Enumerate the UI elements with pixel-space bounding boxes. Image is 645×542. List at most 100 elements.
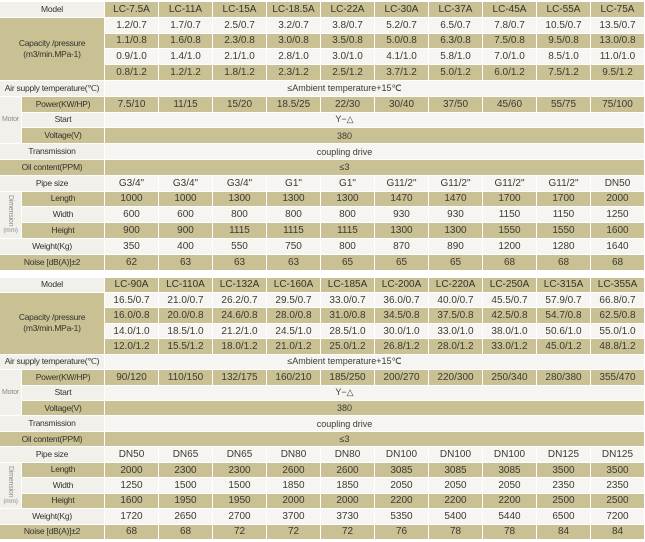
spec-cell: G3/4": [213, 175, 267, 192]
spec-cell: 5.0/1.2: [429, 65, 483, 81]
spec-cell: 78: [429, 524, 483, 540]
spec-cell: 6500: [537, 509, 591, 525]
spec-cell: 2050: [375, 478, 429, 494]
row-label: Height: [22, 223, 105, 239]
spec-cell: 1300: [213, 191, 267, 208]
row-label-text: Height: [51, 495, 75, 506]
spec-cell: 3500: [537, 462, 591, 479]
spec-cell: 76: [375, 524, 429, 540]
spec-cell: 68: [591, 254, 645, 271]
spec-cell: 38.0/1.0: [483, 323, 537, 340]
spec-cell: 68: [105, 524, 159, 540]
spec-cell: 1300: [267, 191, 321, 208]
row-label-text: Air supply temperature(℃): [4, 82, 100, 93]
model-header-cell: LC-220A: [429, 277, 483, 293]
merged-value: ≤Ambient temperature+15℃: [105, 80, 645, 97]
spec-cell: 57.9/0.7: [537, 292, 591, 309]
spec-cell: 5.8/1.0: [429, 49, 483, 66]
row-label: Model: [0, 277, 105, 293]
spec-cell: 1550: [483, 223, 537, 239]
model-header-cell: LC-160A: [267, 277, 321, 293]
model-header-cell: LC-355A: [591, 277, 645, 293]
spec-cell: 3.8/0.7: [321, 17, 375, 34]
spec-cell: G11/2": [483, 175, 537, 192]
spec-cell: 1300: [375, 223, 429, 239]
spec-cell: 18.0/1.2: [213, 339, 267, 355]
spec-cell: 1600: [105, 493, 159, 510]
spec-cell: 800: [267, 207, 321, 224]
row-label-text: Power(KW/HP): [35, 371, 91, 382]
spec-cell: 1115: [321, 223, 375, 239]
merged-value: Y−△: [105, 112, 645, 129]
spec-cell: DN125: [591, 447, 645, 463]
motor-group-label: Motor: [0, 96, 22, 145]
spec-cell: 13.0/0.8: [591, 33, 645, 50]
spec-cell: G11/2": [429, 175, 483, 192]
row-label: Width: [22, 207, 105, 224]
row-label: Power(KW/HP): [22, 370, 105, 386]
spec-cell: 28.0/0.8: [267, 308, 321, 324]
row-label-text: Oil content(PPM): [21, 161, 83, 172]
row-label: Start: [22, 112, 105, 129]
spec-cell: 5.0/0.8: [375, 33, 429, 50]
row-label-text: Weight(Kg): [32, 510, 72, 521]
row-label-text: Voltage(V): [44, 130, 82, 141]
spec-cell: 3085: [429, 462, 483, 479]
row-label: Air supply temperature(℃): [0, 80, 105, 97]
spec-cell: 54.7/0.8: [537, 308, 591, 324]
spec-cell: 900: [105, 223, 159, 239]
spec-cell: G11/2": [375, 175, 429, 192]
spec-cell: 1150: [483, 207, 537, 224]
spec-cell: 1600: [591, 223, 645, 239]
spec-cell: 33.0/0.7: [321, 292, 375, 309]
model-header-cell: LC-11A: [159, 2, 213, 18]
spec-cell: 2000: [105, 462, 159, 479]
spec-cell: 1.8/1.2: [213, 65, 267, 81]
spec-cell: 3.2/0.7: [267, 17, 321, 34]
row-label-text: Pipe size: [35, 177, 69, 188]
model-header-cell: LC-200A: [375, 277, 429, 293]
spec-cell: 2700: [213, 509, 267, 525]
spec-cell: 2000: [591, 191, 645, 208]
group-label-unit: (mm): [3, 227, 18, 235]
row-label: Oil content(PPM): [0, 431, 105, 448]
spec-cell: 15/20: [213, 96, 267, 113]
row-label-text: Width: [52, 479, 74, 490]
spec-cell: 1950: [213, 493, 267, 510]
group-label-text: Motor: [2, 116, 19, 124]
spec-cell: 0.8/1.2: [105, 65, 159, 81]
spec-cell: 42.5/0.8: [483, 308, 537, 324]
spec-cell: 55.0/1.0: [591, 323, 645, 340]
spec-cell: 25.0/1.2: [321, 339, 375, 355]
spec-cell: 63: [267, 254, 321, 271]
model-header-cell: LC-75A: [591, 2, 645, 18]
spec-cell: 36.0/0.7: [375, 292, 429, 309]
spec-cell: 90/120: [105, 370, 159, 386]
spec-cell: 2650: [159, 509, 213, 525]
row-label-text: Oil content(PPM): [21, 433, 83, 444]
spec-cell: 5440: [483, 509, 537, 525]
spec-cell: 350: [105, 238, 159, 255]
spec-cell: 33.0/1.2: [483, 339, 537, 355]
row-label-text: Air supply temperature(℃): [4, 356, 100, 367]
row-label-text: Transmission: [28, 146, 76, 157]
spec-cell: G3/4": [159, 175, 213, 192]
spec-cell: 62: [105, 254, 159, 271]
spec-cell: 21.0/0.7: [159, 292, 213, 309]
spec-cell: 3.0/1.0: [321, 49, 375, 66]
spec-cell: 1640: [591, 238, 645, 255]
spec-cell: DN100: [429, 447, 483, 463]
spec-cell: 7.5/0.8: [483, 33, 537, 50]
spec-cell: 2.3/1.2: [267, 65, 321, 81]
spec-cell: 2350: [537, 478, 591, 494]
row-label-text: Start: [54, 387, 72, 398]
spec-cell: 250/340: [483, 370, 537, 386]
merged-value: ≤3: [105, 431, 645, 448]
spec-cell: 2200: [375, 493, 429, 510]
spec-cell: 65: [429, 254, 483, 271]
spec-cell: 37.5/0.8: [429, 308, 483, 324]
spec-cell: 24.6/0.8: [213, 308, 267, 324]
spec-cell: 1250: [591, 207, 645, 224]
model-header-cell: LC-132A: [213, 277, 267, 293]
